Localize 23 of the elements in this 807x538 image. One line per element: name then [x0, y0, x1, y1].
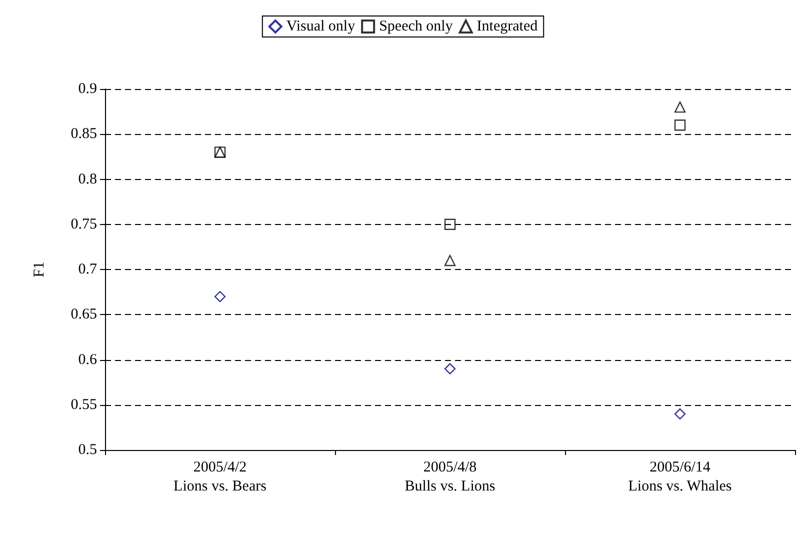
y-tick-label: 0.5 [78, 442, 97, 458]
y-tick-label: 0.8 [78, 171, 97, 188]
point [214, 290, 226, 302]
point [674, 101, 686, 113]
point [444, 218, 456, 230]
legend-label: Speech only [379, 18, 454, 34]
legend-label: Visual only [286, 18, 356, 34]
y-tick-label: 0.65 [70, 306, 97, 323]
y-tick-label: 0.7 [78, 262, 98, 278]
point [444, 363, 456, 374]
y-tick-label: 0.55 [70, 396, 97, 413]
point [444, 254, 456, 266]
point [674, 120, 686, 131]
x-tick-label: 2005/4/2 Lions vs. Bears [174, 460, 267, 494]
y-tick-label: 0.9 [78, 81, 97, 97]
x-tick-label: 2005/4/8 Bulls vs. Lions [404, 460, 496, 494]
y-tick-label: 0.85 [70, 126, 97, 142]
y-tick-label: 0.75 [70, 216, 97, 232]
legend-label: Integrated [476, 18, 538, 34]
x-tick-label: 2005/6/14 Lions vs. Whales [628, 460, 732, 494]
point [674, 408, 686, 420]
y-axis-title: F1 [32, 262, 48, 278]
y-tick-label: 0.6 [78, 352, 98, 368]
